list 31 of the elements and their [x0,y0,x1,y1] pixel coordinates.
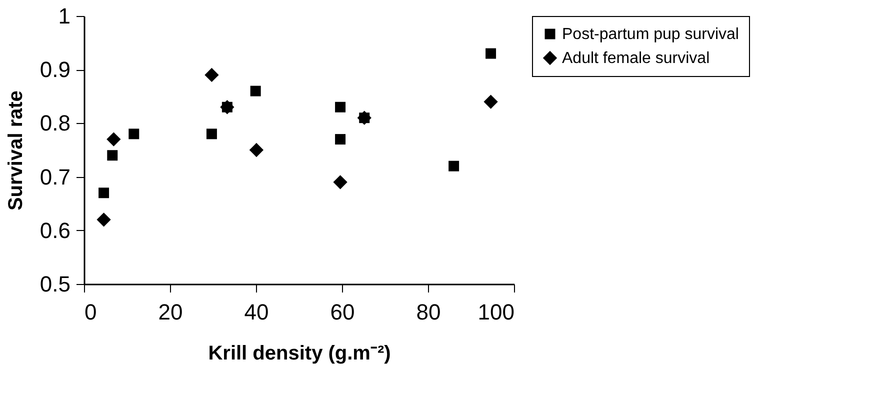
legend-label: Adult female survival [562,50,710,67]
point [335,102,346,112]
point [249,142,264,158]
point [106,132,121,146]
point [204,68,219,82]
point [206,128,217,140]
legend-label: Post-partum pup survival [562,26,739,43]
point [128,128,140,140]
point [98,188,110,198]
x-tick-label: 40 [244,300,269,324]
point [107,150,118,161]
x-tick-label: 20 [158,300,183,324]
point [333,175,348,190]
x-tick-label: 100 [478,300,514,324]
x-axis-title: Krill density (g.m⁻²) [208,342,391,364]
x-tick-label: 80 [416,300,441,324]
point [250,86,261,96]
point [335,134,346,145]
y-tick-label: 1 [58,4,70,28]
x-tick-label: 60 [330,300,355,324]
y-tick-label: 0.8 [40,110,70,136]
y-tick-label: 0.6 [40,218,70,243]
y-tick-label: 0.7 [40,164,70,190]
y-tick-label: 0.5 [40,272,70,296]
y-axis-title: Survival rate [4,90,27,211]
y-tick-label: 0.9 [40,57,70,82]
point [448,160,460,172]
point [96,212,111,227]
point [486,48,496,59]
x-tick-label: 0 [84,300,97,324]
point [484,94,498,109]
